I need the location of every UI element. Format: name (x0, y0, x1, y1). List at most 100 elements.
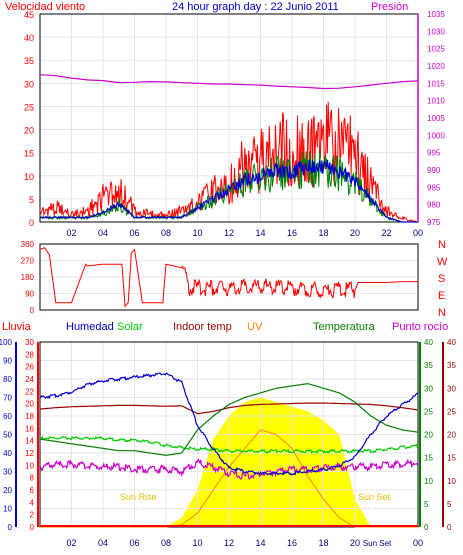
x-tick-label: 16 (287, 228, 297, 238)
indoor-tick-label: 15 (447, 454, 456, 463)
pressure-tick-label: 1015 (427, 79, 445, 88)
wind-tick-label: 5 (29, 195, 34, 205)
pressure-tick-label: 1035 (427, 10, 445, 19)
x-tick-label: 06 (129, 538, 139, 548)
pressure-series (39, 74, 419, 90)
humidity-tick-label: 50 (3, 431, 12, 440)
rain-tick-label: 24 (25, 375, 34, 384)
pressure-tick-label: 1030 (427, 27, 445, 36)
rain-tick-label: 12 (25, 449, 34, 458)
temp-tick-label: 20 (424, 431, 433, 440)
temp-tick-label: 5 (424, 500, 429, 509)
humidity-tick-label: 30 (3, 468, 12, 477)
humidity-tick-label: 60 (3, 412, 12, 421)
legend-humidity: Humedad (66, 321, 114, 333)
rain-tick-label: 26 (25, 363, 34, 372)
humidity-tick-label: 70 (3, 394, 12, 403)
legend-dewpoint: Punto rocío (392, 321, 448, 333)
wind-tick-label: 45 (24, 10, 34, 20)
legend-rain: Lluvia (2, 321, 32, 333)
x-tick-label: 22 (381, 228, 391, 238)
wind-gust-series (39, 151, 418, 223)
direction-label-w: W (437, 256, 448, 268)
plot-frame (39, 243, 419, 311)
climate-panel: 0102030405060708090100024681012141618202… (0, 338, 456, 548)
wind-tick-label: 0 (29, 218, 34, 228)
temp-tick-label: 25 (424, 407, 433, 416)
x-tick-label: 02 (66, 228, 76, 238)
pressure-tick-label: 975 (427, 218, 441, 227)
pressure-tick-label: 990 (427, 166, 441, 175)
x-tick-label: 10 (192, 228, 202, 238)
dewpoint-series (39, 457, 419, 480)
direction-label-e: E (438, 290, 445, 302)
rain-tick-label: 18 (25, 412, 34, 421)
x-tick-label: 00 (413, 538, 423, 548)
pressure-tick-label: 1025 (427, 45, 445, 54)
chart-title: 24 hour graph day : 22 Junio 2011 (172, 1, 339, 13)
humidity-tick-label: 80 (3, 375, 12, 384)
pressure-tick-label: 1010 (427, 97, 445, 106)
pressure-tick-label: 995 (427, 149, 441, 158)
legend-indoor-temp: Indoor temp (173, 321, 232, 333)
humidity-tick-label: 40 (3, 449, 12, 458)
rain-tick-label: 10 (25, 461, 34, 470)
wind-axis-title: Velocidad viento (5, 1, 85, 13)
x-tick-label: 12 (224, 228, 234, 238)
rain-tick-label: 0 (30, 523, 35, 532)
wind-tick-label: 35 (24, 56, 34, 66)
x-tick-label: Sun Set (363, 539, 392, 548)
pressure-tick-label: 1020 (427, 62, 445, 71)
temp-tick-label: 30 (424, 384, 433, 393)
rain-tick-label: 8 (30, 474, 35, 483)
x-tick-label: 08 (161, 538, 171, 548)
x-tick-label: 20 (350, 228, 360, 238)
pressure-tick-label: 980 (427, 201, 441, 210)
rain-tick-label: 14 (25, 437, 34, 446)
rain-tick-label: 20 (25, 400, 34, 409)
wind-tick-label: 15 (24, 149, 34, 159)
indoor-tick-label: 10 (447, 477, 456, 486)
humidity-tick-label: 100 (0, 338, 13, 347)
wind-direction-panel: N W S E N 0 90 180 270 360 (21, 239, 448, 319)
x-tick-label: 16 (287, 538, 297, 548)
x-tick-label: 20 (350, 538, 360, 548)
direction-tick-label: 0 (30, 306, 35, 315)
humidity-tick-label: 90 (3, 357, 12, 366)
wind-tick-label: 10 (24, 172, 34, 182)
indoor-tick-label: 5 (447, 500, 452, 509)
humidity-tick-label: 0 (8, 523, 13, 532)
wind-average-series (39, 159, 418, 223)
rain-tick-label: 2 (30, 511, 35, 520)
temp-tick-label: 15 (424, 454, 433, 463)
pressure-tick-label: 1005 (427, 114, 445, 123)
x-tick-label: 04 (98, 228, 108, 238)
temp-tick-label: 40 (424, 338, 433, 347)
x-tick-label: 12 (224, 538, 234, 548)
x-tick-label: 00 (413, 228, 423, 238)
wind-pressure-panel: 0510152025303540459759809859909951000100… (24, 10, 445, 238)
x-tick-label: 14 (255, 538, 265, 548)
indoor-tick-label: 30 (447, 384, 456, 393)
direction-tick-label: 270 (21, 257, 35, 266)
direction-tick-label: 90 (25, 290, 34, 299)
humidity-tick-label: 20 (3, 486, 12, 495)
pressure-axis-title: Presión (371, 1, 408, 13)
x-tick-label: 10 (192, 538, 202, 548)
humidity-tick-label: 10 (3, 505, 12, 514)
wind-tick-label: 30 (24, 79, 34, 89)
wind-tick-label: 20 (24, 126, 34, 136)
x-tick-label: 02 (66, 538, 76, 548)
rain-tick-label: 16 (25, 424, 34, 433)
rain-tick-label: 28 (25, 350, 34, 359)
wind-tick-label: 40 (24, 33, 34, 43)
direction-label-n1: N (438, 239, 446, 251)
wind-direction-series (39, 247, 418, 308)
temp-tick-label: 10 (424, 477, 433, 486)
solar-series (39, 435, 419, 455)
indoor-tick-label: 20 (447, 431, 456, 440)
indoor-tick-label: 25 (447, 407, 456, 416)
direction-label-n2: N (438, 307, 446, 319)
pressure-tick-label: 1000 (427, 131, 445, 140)
